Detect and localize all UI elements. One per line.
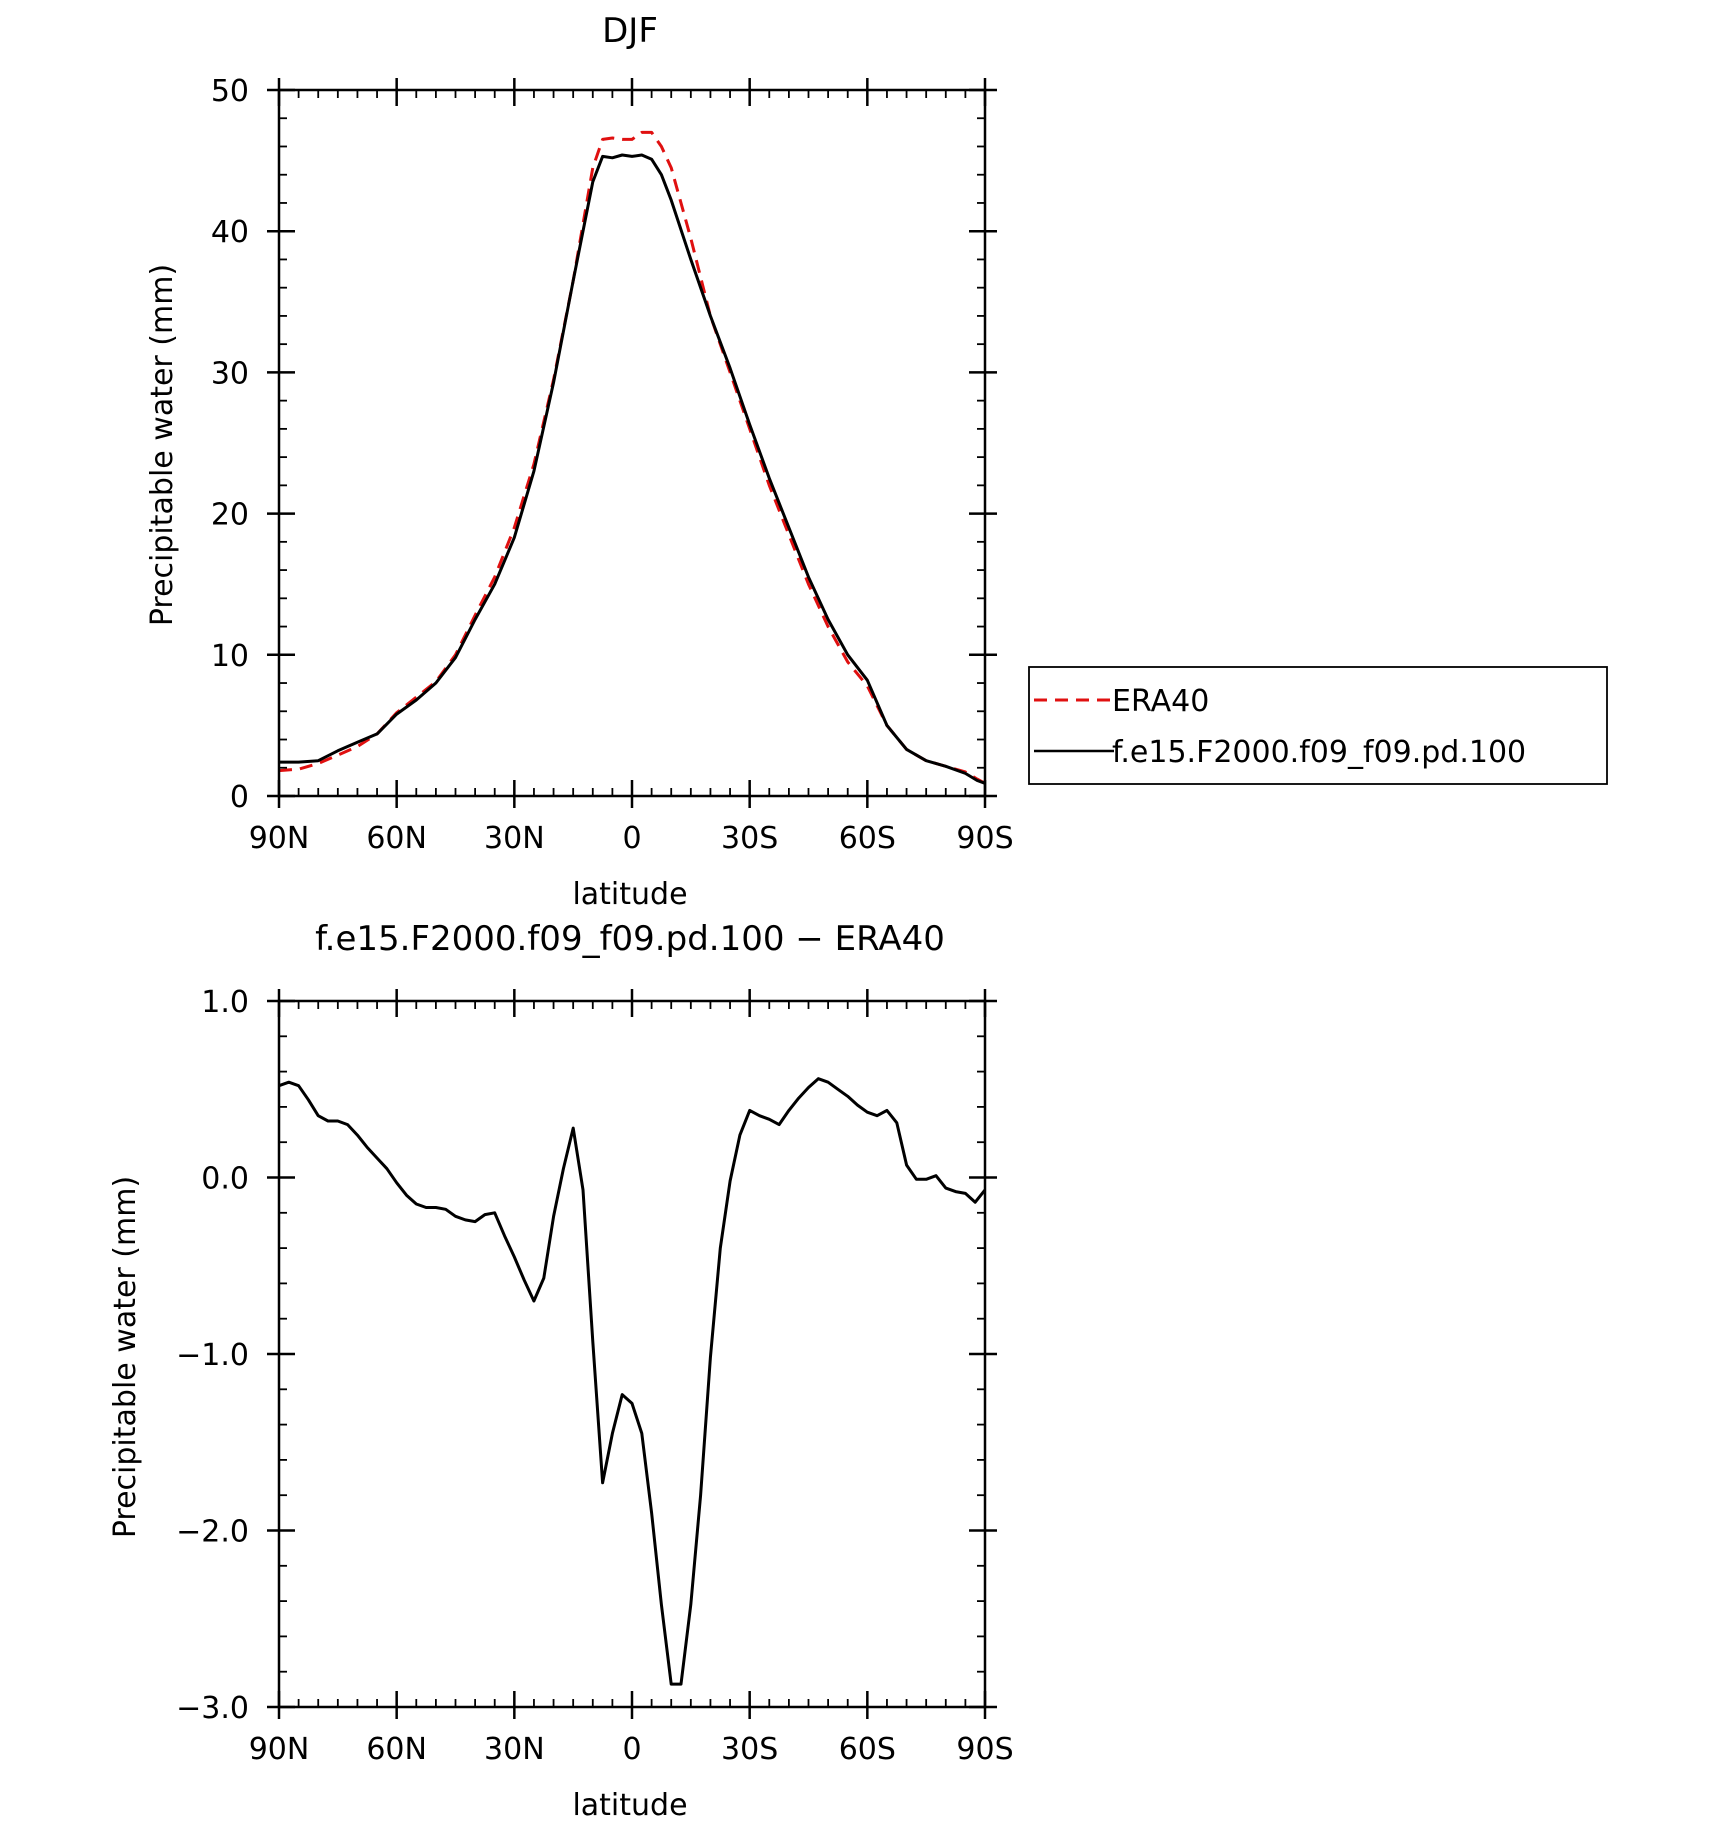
bottom-panel: f.e15.F2000.f09_f09.pd.100 − ERA40 Preci… [108, 919, 1014, 1822]
y-tick-label: 20 [211, 498, 249, 533]
y-tick-label: 50 [211, 74, 249, 109]
y-tick-label: 30 [211, 356, 249, 391]
x-tick-label: 30S [721, 1732, 778, 1767]
x-tick-label: 60N [366, 821, 427, 856]
series-line-difference [278, 1077, 987, 1686]
x-tick-label: 60S [839, 1732, 896, 1767]
y-tick-label: −3.0 [176, 1691, 249, 1726]
legend: ERA40 f.e15.F2000.f09_f09.pd.100 [1028, 666, 1608, 785]
x-tick-label: 90N [249, 1732, 310, 1767]
legend-label-era40: ERA40 [1112, 684, 1209, 719]
bottom-y-axis-label: Precipitable water (mm) [108, 1176, 143, 1538]
x-tick-label: 30S [721, 821, 778, 856]
x-tick-label: 90N [249, 821, 310, 856]
y-tick-label: 10 [211, 639, 249, 674]
top-x-axis-label: latitude [572, 877, 687, 912]
x-tick-label: 0 [622, 821, 641, 856]
x-tick-label: 30N [484, 1732, 545, 1767]
y-tick-label: −2.0 [176, 1515, 249, 1550]
bottom-plot-frame [277, 999, 987, 1709]
x-tick-label: 60N [366, 1732, 427, 1767]
legend-box [1028, 666, 1608, 785]
series-line-model [279, 153, 986, 785]
y-tick-label: −1.0 [176, 1338, 249, 1373]
x-tick-label: 30N [484, 821, 545, 856]
series-line-era40 [278, 130, 986, 785]
bottom-x-axis-label: latitude [572, 1788, 687, 1822]
legend-label-model: f.e15.F2000.f09_f09.pd.100 [1112, 735, 1526, 770]
top-plot-frame [277, 88, 987, 798]
y-tick-label: 1.0 [201, 985, 249, 1020]
top-chart-title: DJF [602, 11, 658, 51]
x-tick-label: 90S [956, 821, 1013, 856]
y-tick-label: 0 [230, 780, 249, 815]
y-tick-label: 40 [211, 215, 249, 250]
y-tick-label: 0.0 [201, 1162, 249, 1197]
top-panel: DJF Precipitable water (mm) latitude 90N… [145, 11, 1608, 912]
x-tick-label: 60S [839, 821, 896, 856]
bottom-chart-title: f.e15.F2000.f09_f09.pd.100 − ERA40 [315, 919, 945, 959]
x-tick-label: 0 [622, 1732, 641, 1767]
x-tick-label: 90S [956, 1732, 1013, 1767]
top-y-axis-label: Precipitable water (mm) [145, 264, 180, 626]
